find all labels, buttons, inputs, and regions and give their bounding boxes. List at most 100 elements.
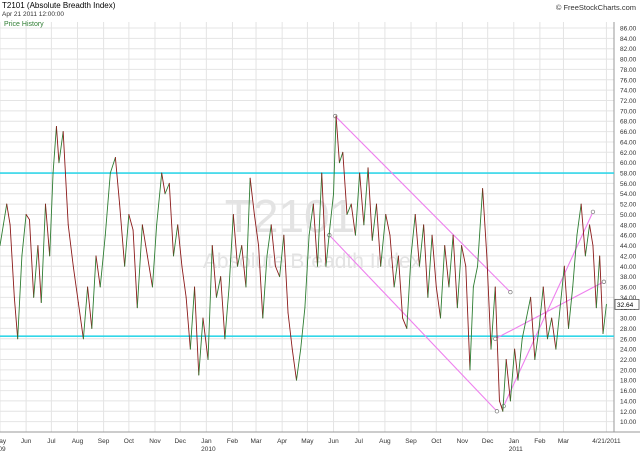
data-point [33,297,34,298]
data-point [491,349,492,350]
last-value-label: 32.64 [617,302,634,309]
data-point [390,235,391,236]
y-tick-label: 70.00 [620,108,637,115]
data-point [495,287,496,288]
data-point [372,240,373,241]
y-tick-label: 50.00 [620,212,637,219]
data-point [359,173,360,174]
series-segment [169,183,173,256]
data-point [593,245,594,246]
data-point [351,204,352,205]
x-tick-label: Dec [482,438,494,445]
data-point [317,266,318,267]
x-tick-label: Jul [355,438,364,445]
series-segment [478,189,483,267]
series-segment [165,183,169,193]
data-point [17,338,18,339]
y-tick-label: 38.00 [620,274,637,281]
trendline-anchor [493,337,497,341]
data-point [173,256,174,257]
y-tick-label: 58.00 [620,171,637,178]
series-segment [603,304,606,333]
data-point [169,183,170,184]
series-segment [182,266,186,297]
series-segment [360,173,364,225]
series-segment [45,204,49,256]
data-point [560,307,561,308]
data-point [29,219,30,220]
data-point [526,318,527,319]
data-point [543,287,544,288]
data-point [133,230,134,231]
y-tick-label: 28.00 [620,326,637,333]
data-point [100,287,101,288]
y-tick-label: 60.00 [620,160,637,167]
data-point [539,328,540,329]
data-point [147,256,148,257]
data-point [267,256,268,257]
x-tick-label: Mar [250,438,262,445]
x-tick-label: Aug [72,438,84,445]
data-point [96,256,97,257]
data-point [585,256,586,257]
x-tick-label: Jun [21,438,32,445]
data-point [411,256,412,257]
series-segment [577,204,581,235]
data-point [330,225,331,226]
y-tick-label: 16.00 [620,388,637,395]
data-point [83,338,84,339]
data-point [503,411,504,412]
data-point [336,116,337,117]
data-point [342,152,343,153]
data-point [161,173,162,174]
data-point [279,276,280,277]
x-year-label: 09 [0,446,6,453]
data-point [190,349,191,350]
data-point [606,304,607,305]
data-point [275,266,276,267]
data-point [177,225,178,226]
data-point [288,313,289,314]
data-point [364,225,365,226]
data-point [333,193,334,194]
data-point [402,318,403,319]
data-point [110,173,111,174]
series-segment [336,116,339,163]
series-segment [596,256,599,308]
series-segment [225,287,229,339]
data-point [473,287,474,288]
x-tick-label: Jan [509,438,520,445]
data-point [124,266,125,267]
series-segment [115,157,119,204]
trendline-anchor [509,290,513,294]
data-point [56,126,57,127]
data-point [419,266,420,267]
data-point [428,297,429,298]
data-point [603,333,604,334]
data-point [398,256,399,257]
series-segment [53,126,56,173]
x-tick-label: Oct [124,438,134,445]
x-tick-label: Jun [328,438,339,445]
data-point [423,225,424,226]
data-point [449,287,450,288]
series-segment [515,349,518,380]
data-point [41,302,42,303]
data-point [313,204,314,205]
data-point [68,225,69,226]
x-year-label: 2011 [509,446,523,453]
y-tick-label: 82.00 [620,46,637,53]
series-segment [96,256,100,287]
data-point [564,266,565,267]
y-tick-label: 20.00 [620,367,637,374]
y-tick-label: 74.00 [620,88,637,95]
y-tick-label: 80.00 [620,57,637,64]
series-segment [38,246,41,303]
series-segment [29,220,33,298]
data-point [14,297,15,298]
x-tick-label: May [301,438,314,445]
data-point [482,188,483,189]
series-segment [142,225,147,256]
